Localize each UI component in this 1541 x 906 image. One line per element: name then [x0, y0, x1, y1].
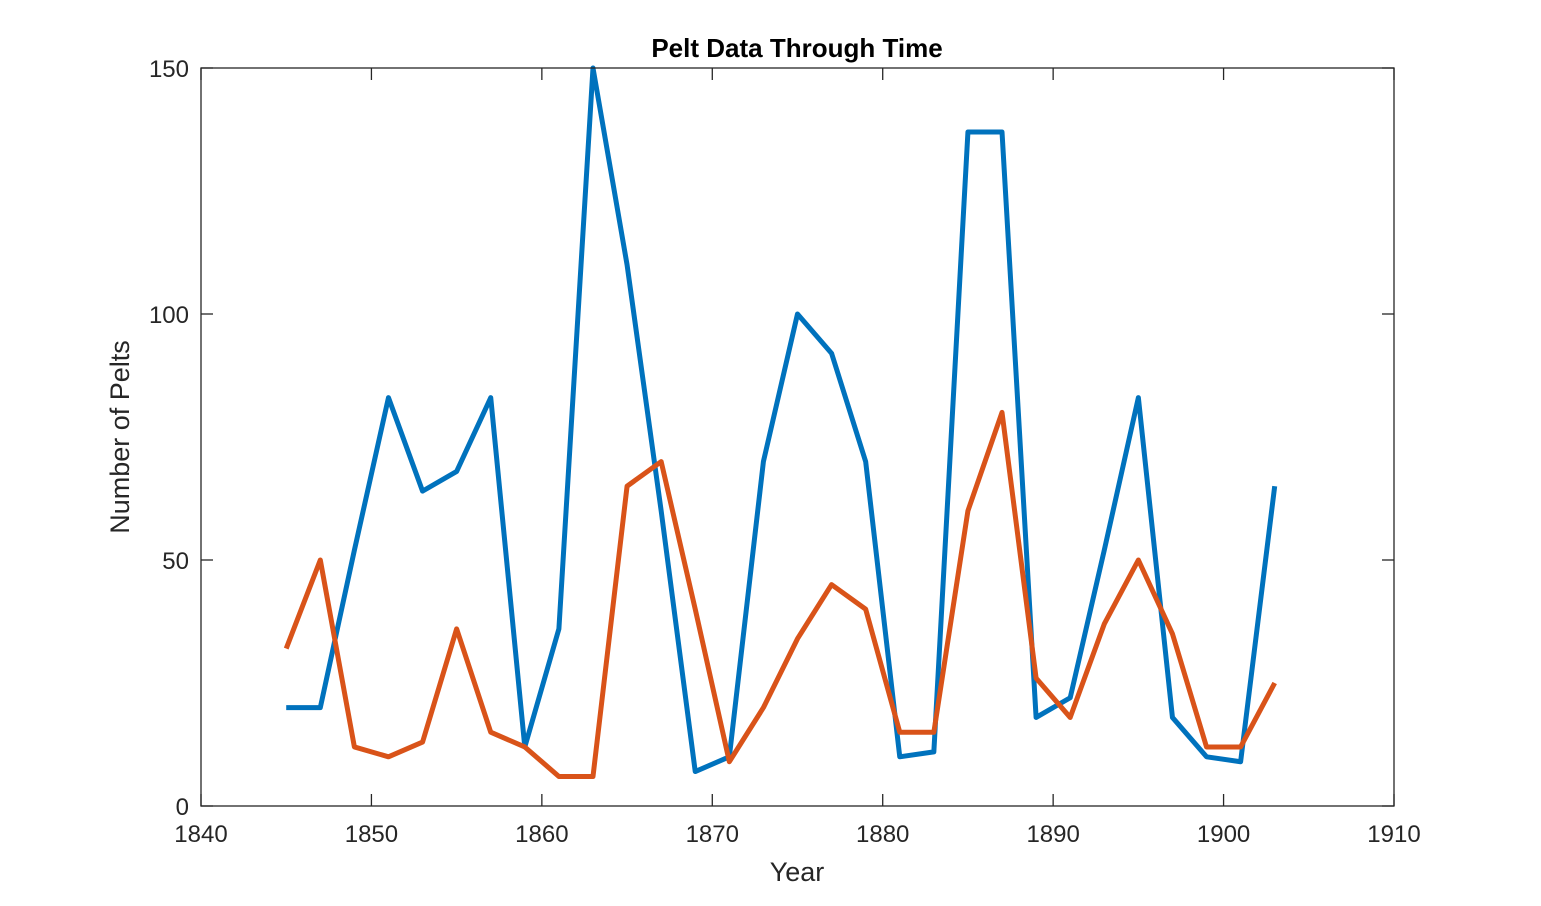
x-axis-label: Year	[770, 857, 825, 887]
plot-area: 1840 1850 1860 1870 1880 1890 1900 1910 0 50 100 15…	[149, 56, 1421, 848]
series-line-1	[286, 65, 1278, 775]
y-tick-label: 100	[149, 302, 189, 329]
y-tick-label: 0	[176, 794, 189, 821]
x-tick-label: 1910	[1367, 821, 1420, 848]
y-tick-label: 150	[149, 56, 189, 83]
x-tick-label: 1850	[345, 821, 398, 848]
x-tick-label: 1880	[856, 821, 909, 848]
axes-box	[200, 67, 1395, 807]
x-tick-label: 1860	[515, 821, 568, 848]
x-tick-label: 1870	[686, 821, 739, 848]
series-line-2	[283, 409, 1277, 779]
x-tick-label: 1840	[174, 821, 227, 848]
y-axis-label: Number of Pelts	[105, 340, 135, 534]
axes-background	[201, 68, 1394, 806]
x-tick-label: 1900	[1197, 821, 1250, 848]
y-tick-label: 50	[162, 548, 189, 575]
chart-title: Pelt Data Through Time	[651, 33, 942, 63]
x-tick-label: 1890	[1026, 821, 1079, 848]
